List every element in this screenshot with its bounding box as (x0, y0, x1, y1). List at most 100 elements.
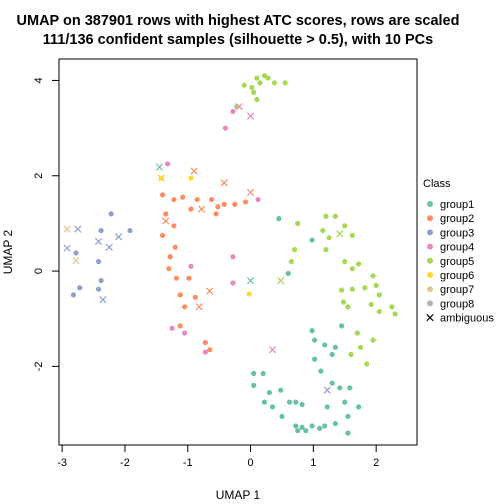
group5-point (345, 304, 351, 310)
group1-point (329, 380, 335, 386)
group4-point (188, 263, 194, 269)
group5-point (349, 266, 355, 272)
group5-point (362, 285, 368, 291)
group2-point (207, 347, 213, 353)
ambiguous-point (246, 188, 255, 197)
group5-point (282, 80, 288, 86)
group5-point (339, 287, 345, 293)
ambiguous-point (63, 225, 71, 233)
group5-point (355, 261, 362, 267)
ambiguous-point (105, 243, 113, 251)
group5-point (376, 308, 382, 315)
legend-marker (427, 257, 433, 264)
y-axis-label: UMAP 2 (1, 229, 15, 274)
legend-marker-cross (426, 313, 434, 322)
ambiguous-point (336, 230, 344, 238)
group4-point (222, 125, 229, 131)
group1-point (269, 404, 276, 410)
ambiguous-point (63, 244, 71, 252)
group1-point (266, 389, 273, 396)
group4-point (230, 280, 236, 286)
group2-point (242, 199, 249, 205)
legend-label: ambiguous (440, 313, 494, 325)
group2-point (215, 204, 221, 210)
group1-point (261, 399, 267, 405)
group2-point (188, 206, 194, 212)
legend-title: Class (423, 178, 451, 190)
group2-point (177, 323, 183, 329)
group1-point (317, 425, 323, 431)
group1-point (299, 401, 305, 408)
group2-point (172, 244, 178, 250)
ambiguous-point (246, 112, 255, 120)
group5-point (295, 220, 301, 227)
group1-point (251, 382, 257, 389)
ambiguous-point (72, 256, 80, 265)
x-axis-label: UMAP 1 (216, 488, 261, 502)
group3-point (73, 250, 79, 256)
x-tick-label: 1 (310, 457, 316, 469)
group5-point (251, 89, 257, 95)
group2-point (221, 201, 227, 207)
group5-point (265, 75, 271, 81)
group1-point (279, 413, 285, 420)
ambiguous-point (268, 346, 277, 354)
group1-point (309, 328, 315, 334)
legend-item-group5: group5 (427, 256, 474, 268)
group1-point (312, 356, 318, 362)
legend-label: group6 (440, 270, 474, 282)
group5-point (370, 337, 376, 343)
y-tick-label: 4 (33, 77, 45, 83)
y-tick-label: 2 (33, 173, 45, 179)
group1-point (295, 428, 301, 434)
group1-point (332, 344, 338, 350)
group1-point (303, 428, 309, 434)
group3-point (95, 258, 102, 265)
group5-point (342, 258, 348, 265)
group5-point (349, 232, 355, 238)
group4-point (169, 325, 175, 331)
ambiguous-point (220, 179, 228, 187)
group5-point (254, 75, 260, 81)
group5-point (389, 304, 395, 310)
group5-point (257, 80, 263, 86)
group2-point (166, 266, 172, 272)
legend-label: group2 (440, 213, 474, 225)
legend-item-group8: group8 (427, 298, 474, 310)
group2-point (182, 304, 188, 310)
y-tick-label: 0 (33, 268, 45, 274)
ambiguous-point (246, 276, 255, 285)
legend-item-group4: group4 (427, 242, 474, 254)
ambiguous-point (115, 233, 123, 241)
legend-item-group6: group6 (427, 270, 474, 282)
group5-point (342, 223, 348, 229)
group1-point (345, 413, 351, 420)
group5-point (254, 96, 260, 103)
group1-point (312, 337, 318, 343)
group6-point (246, 291, 252, 297)
x-tick-label: 2 (373, 457, 379, 469)
group4-point (165, 161, 171, 167)
legend-marker (427, 286, 433, 293)
legend-marker (427, 201, 433, 207)
group5-point (323, 247, 329, 253)
group1-point (322, 423, 328, 429)
group5-point (349, 286, 355, 292)
chart-title-line2: 111/136 confident samples (silhouette > … (43, 32, 433, 48)
group1-point (329, 351, 335, 358)
legend-item-group1: group1 (427, 199, 474, 211)
legend-item-group7: group7 (427, 284, 474, 296)
x-tick-label: -2 (120, 457, 130, 469)
group1-point (299, 424, 305, 430)
legend-label: group4 (440, 242, 474, 254)
group2-point (167, 254, 173, 260)
group2-point (160, 232, 166, 238)
group4-point (202, 349, 208, 355)
ambiguous-point (206, 287, 214, 295)
group2-point (202, 339, 208, 346)
group1-point (322, 342, 328, 348)
ambiguous-point (195, 303, 203, 311)
group1-point (260, 370, 266, 377)
group5-point (326, 235, 332, 241)
group3-point (77, 285, 83, 291)
